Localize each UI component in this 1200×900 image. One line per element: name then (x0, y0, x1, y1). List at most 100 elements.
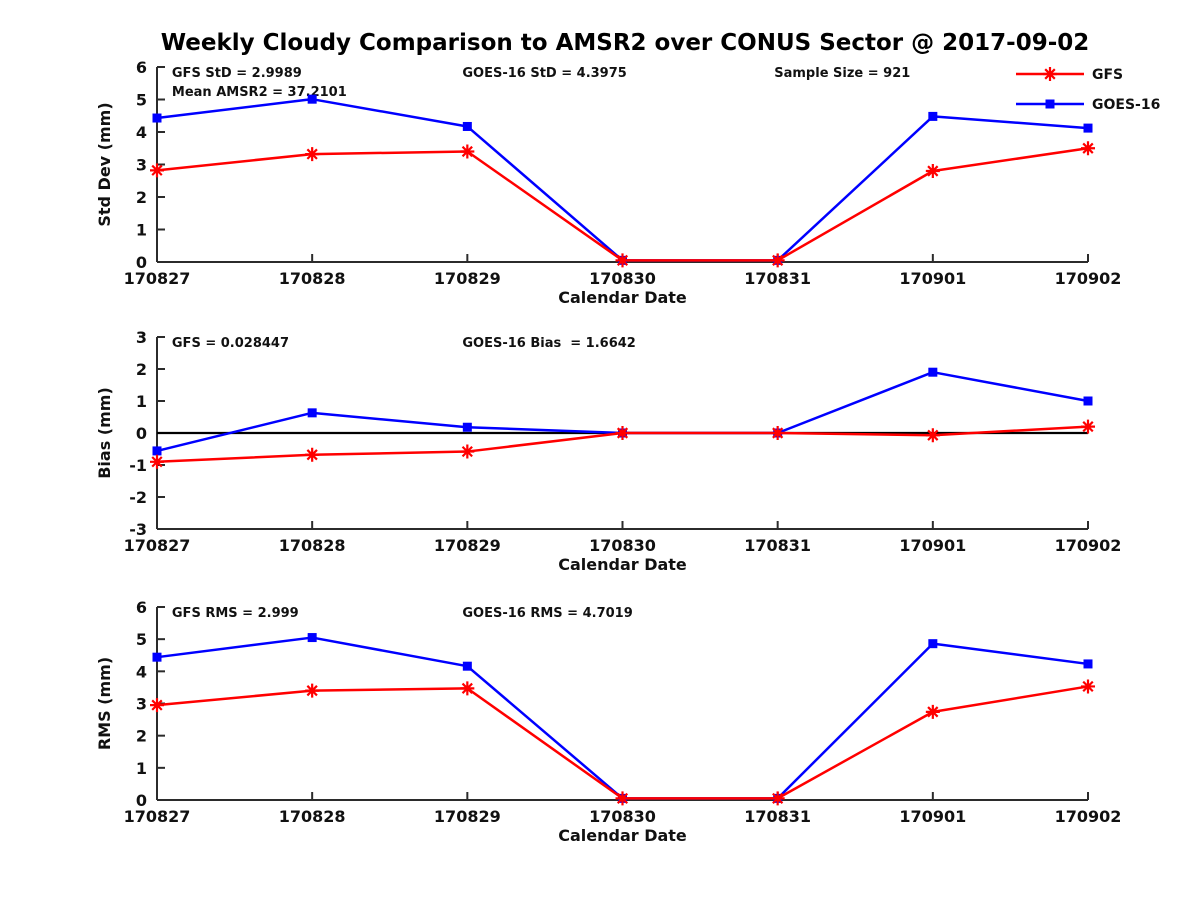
rms-y-tick-label: 5 (136, 630, 147, 649)
bias-annotation: GOES-16 Bias = 1.6642 (462, 336, 636, 351)
rms-y-tick-label: 3 (136, 695, 147, 714)
rms-series-goes-16-marker (462, 661, 472, 671)
bias-y-tick-label: 1 (136, 392, 147, 411)
stddev-series-gfs-line (156, 147, 1089, 262)
bias-x-tick-label: 170902 (1055, 536, 1122, 555)
bias-series-goes-16-marker (152, 446, 162, 456)
rms-series-gfs-marker (305, 683, 320, 698)
rms-series-gfs-marker (770, 791, 785, 806)
bias-x-tick-label: 170827 (124, 536, 191, 555)
bias-series-gfs-marker (770, 426, 785, 440)
stddev-annotation: Mean AMSR2 = 37.2101 (172, 85, 347, 100)
rms-series-goes-16-marker (928, 639, 938, 649)
rms-series-goes-16-marker (152, 652, 162, 662)
stddev-x-tick-label: 170902 (1055, 269, 1122, 288)
rms-series-gfs-marker (615, 791, 630, 806)
stddev-series-goes-16-marker (307, 94, 317, 104)
bias-x-tick-label: 170831 (744, 536, 811, 555)
bias-y-tick-label: -1 (129, 456, 147, 475)
bias-annotation: GFS = 0.028447 (172, 336, 289, 351)
stddev-series-gfs-marker (925, 164, 940, 178)
rms-annotation: GFS RMS = 2.999 (172, 606, 299, 621)
bias-series-gfs-marker (925, 428, 940, 443)
stddev-y-tick-label: 6 (136, 58, 147, 77)
rms-series-goes-16-marker (1083, 659, 1093, 669)
bias-series-goes-16-marker (462, 422, 472, 432)
bias-y-axis-title: Bias (mm) (95, 387, 114, 479)
stddev-y-tick-label: 1 (136, 221, 147, 240)
bias-x-tick-label: 170829 (434, 536, 501, 555)
rms-x-tick-label: 170828 (279, 807, 346, 826)
stddev-series-gfs-marker (770, 253, 785, 268)
stddev-x-tick-label: 170830 (589, 269, 656, 288)
rms-series-gfs-marker (460, 681, 475, 696)
bias-x-tick-label: 170828 (279, 536, 346, 555)
legend: GFS GOES-16 (1016, 67, 1160, 113)
stddev-series-goes-16-marker (1083, 123, 1093, 133)
rms-y-tick-label: 1 (136, 759, 147, 778)
stddev-subplot: 0 1 2 3 4 5 6 170827 170828 170829 170830 170831 170… (95, 58, 1121, 307)
rms-subplot: 0 1 2 3 4 5 6 170827 170828 170829 170830 170831 170… (95, 598, 1121, 845)
bias-x-tick-label: 170830 (589, 536, 656, 555)
stddev-y-tick-label: 2 (136, 188, 147, 207)
stddev-series-goes-16-marker (152, 113, 162, 123)
stddev-x-tick-label: 170831 (744, 269, 811, 288)
bias-series-gfs-marker (615, 426, 630, 440)
bias-y-tick-label: 3 (136, 328, 147, 347)
rms-series-goes-16-marker (307, 633, 317, 643)
bias-series-goes-16-marker (307, 408, 317, 418)
stddev-annotation: GOES-16 StD = 4.3975 (462, 66, 626, 81)
stddev-x-tick-label: 170829 (434, 269, 501, 288)
legend-label-gfs: GFS (1092, 67, 1123, 83)
bias-y-tick-label: 2 (136, 360, 147, 379)
stddev-x-tick-label: 170827 (124, 269, 191, 288)
stddev-series-goes-16-marker (928, 111, 938, 121)
rms-y-tick-label: 0 (136, 791, 147, 810)
rms-y-tick-label: 2 (136, 727, 147, 746)
stddev-series-goes-16-line (156, 97, 1089, 262)
legend-marker-goes-16 (1045, 99, 1055, 109)
stddev-series-gfs-marker (150, 163, 164, 178)
rms-series-gfs-marker (925, 704, 940, 719)
rms-x-tick-label: 170827 (124, 807, 191, 826)
rms-series-gfs-line (156, 685, 1089, 800)
stddev-y-tick-label: 3 (136, 156, 147, 175)
rms-annotation: GOES-16 RMS = 4.7019 (462, 606, 632, 621)
rms-y-axis-title: RMS (mm) (95, 657, 114, 750)
stddev-series-goes-16-marker (462, 121, 472, 131)
bias-series-gfs-marker (150, 454, 164, 469)
rms-series-gfs-marker (150, 698, 164, 713)
stddev-x-tick-label: 170828 (279, 269, 346, 288)
stddev-y-tick-label: 0 (136, 253, 147, 272)
stddev-series-gfs-marker (615, 253, 630, 268)
stddev-y-axis-title: Std Dev (mm) (95, 102, 114, 226)
legend-marker-gfs (1043, 67, 1057, 81)
bias-y-tick-label: 0 (136, 424, 147, 443)
figure-title: Weekly Cloudy Comparison to AMSR2 over C… (160, 30, 1090, 56)
rms-x-tick-label: 170901 (899, 807, 966, 826)
bias-x-tick-label: 170901 (899, 536, 966, 555)
rms-x-tick-label: 170829 (434, 807, 501, 826)
rms-x-axis-title: Calendar Date (558, 826, 687, 845)
rms-x-tick-label: 170830 (589, 807, 656, 826)
rms-series-gfs-marker (1081, 679, 1095, 694)
rms-y-tick-label: 4 (136, 662, 147, 681)
bias-subplot: -3 -2 -1 0 1 2 3 170827 170828 170829 170830 170831… (95, 328, 1121, 574)
rms-series-goes-16-line (156, 636, 1089, 800)
bias-y-tick-label: -2 (129, 488, 147, 507)
stddev-annotation: GFS StD = 2.9989 (172, 66, 302, 81)
bias-y-tick-label: -3 (129, 520, 147, 539)
bias-series-gfs-marker (305, 447, 320, 462)
stddev-series-gfs-marker (305, 147, 320, 162)
stddev-series-gfs-marker (1081, 141, 1095, 156)
bias-series-gfs-marker (460, 444, 475, 459)
rms-x-tick-label: 170902 (1055, 807, 1122, 826)
bias-x-axis-title: Calendar Date (558, 555, 687, 574)
stddev-series-gfs-marker (460, 144, 475, 159)
bias-series-goes-16-marker (1083, 396, 1093, 406)
stddev-x-axis-title: Calendar Date (558, 288, 687, 307)
stddev-annotation: Sample Size = 921 (774, 66, 910, 81)
rms-y-tick-label: 6 (136, 598, 147, 617)
